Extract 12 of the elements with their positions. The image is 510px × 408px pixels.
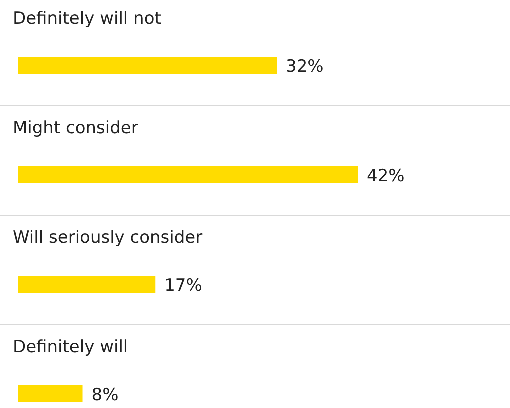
bar bbox=[18, 166, 358, 184]
y-tick-label: Definitely will not bbox=[13, 9, 162, 29]
data-label: 17% bbox=[164, 276, 202, 296]
data-label: 32% bbox=[286, 57, 324, 77]
y-tick-label: Will seriously consider bbox=[13, 228, 203, 248]
bar bbox=[18, 386, 83, 402]
y-tick-label: Definitely will bbox=[13, 338, 128, 358]
bar bbox=[18, 276, 156, 293]
data-label: 8% bbox=[92, 386, 119, 406]
data-label: 42% bbox=[367, 166, 405, 186]
bar bbox=[18, 57, 278, 74]
y-tick-label: Might consider bbox=[13, 118, 138, 138]
